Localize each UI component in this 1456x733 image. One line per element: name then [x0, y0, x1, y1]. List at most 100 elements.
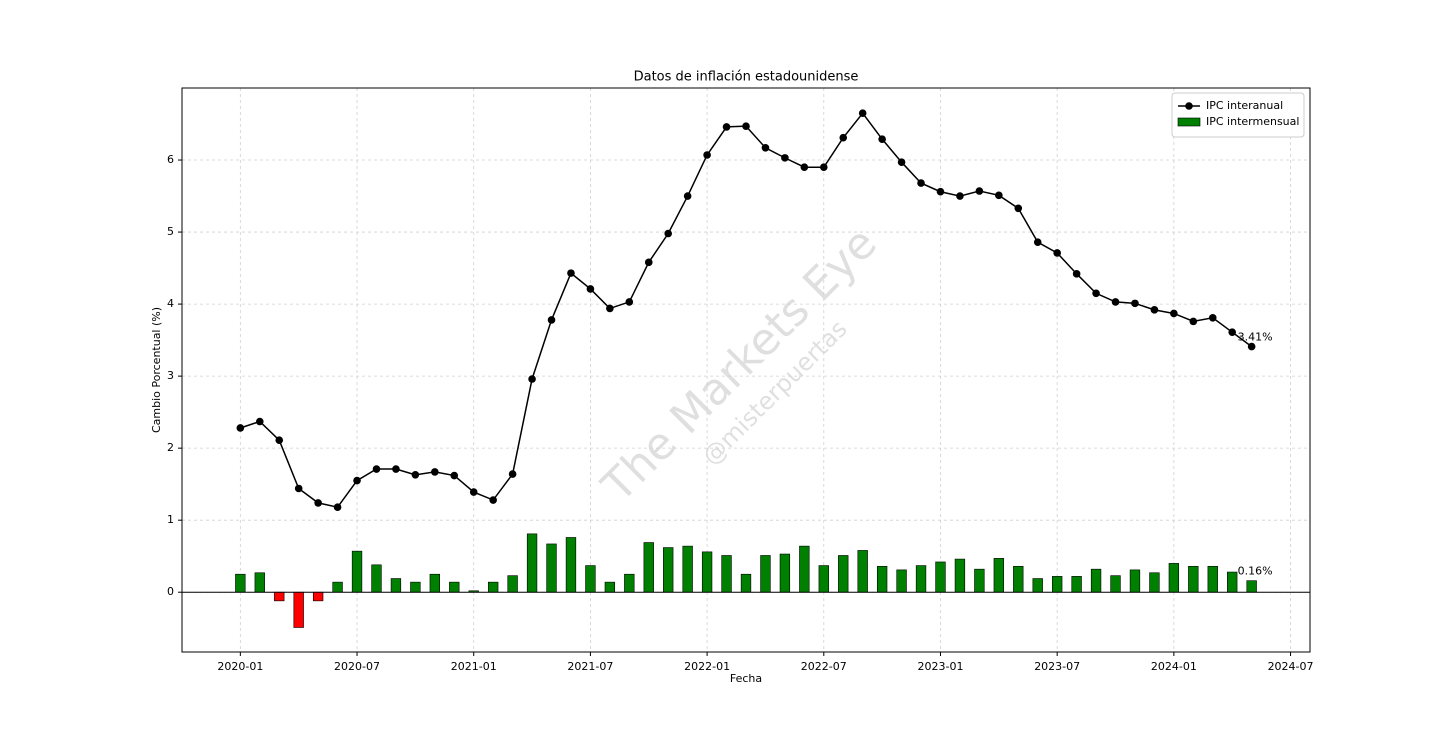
bar: [779, 553, 791, 593]
bar: [1227, 571, 1238, 593]
legend-label: IPC interanual: [1206, 99, 1283, 112]
point: [314, 499, 322, 507]
bar: [390, 578, 402, 593]
bar: [993, 558, 1004, 593]
bar: [546, 543, 557, 593]
bar: [1032, 578, 1043, 593]
bar: [312, 591, 324, 602]
point: [469, 488, 478, 496]
bar: [974, 568, 985, 593]
y-tick-label: 1: [167, 513, 174, 526]
point: [528, 375, 536, 383]
bar: [1013, 565, 1024, 593]
bar: [1090, 568, 1102, 593]
point: [956, 192, 964, 200]
bar: [721, 555, 732, 593]
point: [839, 133, 848, 142]
x-tick-label: 2023-07: [1034, 660, 1080, 673]
plot-frame: [181, 87, 1311, 653]
point: [450, 471, 459, 480]
bar: [1110, 575, 1121, 593]
point: [917, 179, 925, 187]
bar: [1129, 569, 1141, 593]
point: [975, 187, 984, 195]
point: [411, 471, 420, 479]
point: [1072, 270, 1081, 278]
point: [1228, 328, 1237, 336]
value-label: 3.41%: [1238, 331, 1273, 344]
y-tick-label: 5: [167, 225, 174, 238]
bar: [410, 581, 421, 593]
bar: [799, 545, 810, 593]
bar: [935, 561, 946, 593]
bar: [954, 558, 966, 593]
x-tick-label: 2022-01: [684, 660, 730, 673]
x-tick-label: 2023-01: [917, 660, 963, 673]
point: [236, 424, 245, 432]
point: [1131, 299, 1139, 308]
x-tick-label: 2021-01: [451, 660, 497, 673]
bar: [1149, 572, 1160, 593]
point: [664, 229, 673, 238]
bar: [507, 575, 518, 593]
point: [508, 470, 517, 478]
bar: [838, 555, 849, 593]
x-tick-label: 2024-07: [1268, 660, 1314, 673]
bar: [449, 581, 460, 593]
bar: [565, 537, 577, 593]
bar: [740, 573, 752, 593]
point: [392, 465, 400, 473]
y-tick-label: 2: [167, 441, 174, 454]
bar: [332, 581, 343, 593]
legend-label: IPC intermensual: [1206, 115, 1299, 128]
x-tick-label: 2024-01: [1151, 660, 1197, 673]
point: [567, 269, 575, 277]
x-axis-label: Fecha: [730, 672, 762, 685]
bar: [663, 547, 674, 593]
point: [781, 154, 789, 162]
point: [353, 476, 361, 485]
point: [644, 258, 653, 267]
point: [819, 163, 828, 172]
y-tick-label: 0: [167, 585, 174, 598]
y-axis-label: Cambio Porcentual (%): [150, 307, 163, 433]
bar: [371, 564, 382, 593]
point: [936, 187, 945, 196]
x-tick-label: 2022-07: [801, 660, 847, 673]
x-tick-label: 2020-01: [217, 660, 263, 673]
y-tick-label: 6: [167, 153, 174, 166]
point: [995, 191, 1003, 200]
point: [1053, 249, 1061, 257]
bar: [876, 565, 888, 593]
point: [255, 417, 264, 426]
bar: [254, 572, 265, 593]
point: [761, 143, 770, 152]
chart-title: Datos de inflación estadounidense: [634, 70, 859, 85]
bar: [818, 565, 829, 593]
point: [625, 298, 634, 306]
legend-box: [1171, 92, 1305, 138]
bar: [1052, 576, 1063, 593]
point: [606, 304, 614, 313]
bar: [274, 591, 285, 602]
x-tick-label: 2021-07: [567, 660, 613, 673]
point: [683, 192, 692, 200]
point: [1033, 238, 1042, 246]
point: [489, 496, 497, 504]
point: [858, 109, 867, 118]
bar: [896, 569, 907, 593]
bar: [351, 550, 363, 593]
watermark: The Markets Eye @misterpuertas: [592, 218, 887, 513]
bar: [1188, 565, 1199, 593]
point: [1014, 204, 1023, 213]
point: [897, 158, 906, 166]
bar: [585, 565, 596, 593]
point: [1208, 313, 1217, 322]
bar: [760, 555, 771, 593]
bar: [624, 573, 635, 593]
point: [1150, 306, 1159, 314]
point: [372, 465, 381, 473]
point: [742, 122, 750, 130]
point: [431, 468, 439, 476]
bar: [235, 573, 246, 593]
